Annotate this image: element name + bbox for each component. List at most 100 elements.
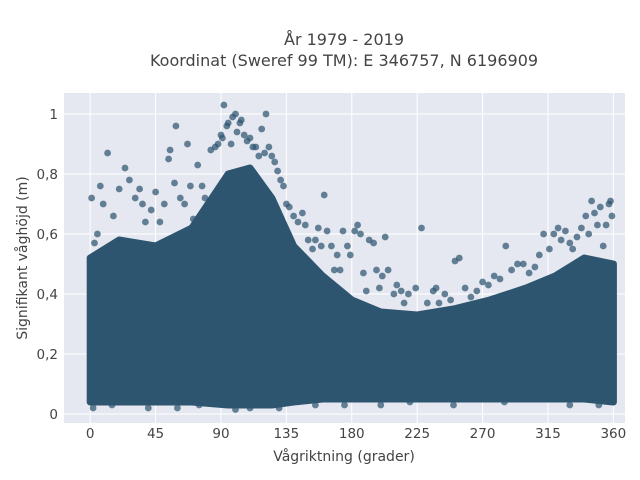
data-point (432, 284, 440, 292)
x-axis-ticks: 0 45 90 135 180 225 270 315 360 (86, 426, 626, 442)
data-point (397, 287, 405, 295)
data-point (165, 155, 173, 163)
data-point (115, 185, 123, 193)
data-point (341, 401, 348, 409)
data-point (108, 401, 116, 409)
data-point (255, 152, 263, 160)
data-point (591, 209, 598, 217)
data-point (258, 125, 266, 133)
data-point (328, 242, 335, 250)
chart-title-line2: Koordinat (Sweref 99 TM): E 346757, N 61… (150, 51, 538, 70)
data-point (514, 260, 521, 268)
data-point (473, 287, 481, 295)
y-axis-label: Signifikant våghöjd (m) (14, 176, 31, 339)
data-point (246, 404, 254, 412)
data-point (285, 203, 293, 211)
data-point (357, 230, 364, 238)
data-point (268, 152, 276, 160)
data-point (299, 209, 306, 217)
data-point (596, 203, 604, 211)
data-point (261, 149, 268, 157)
x-tick-label: 360 (600, 426, 626, 442)
x-tick-label: 135 (273, 426, 299, 442)
data-point (508, 266, 515, 274)
data-point (566, 239, 574, 247)
data-point (566, 401, 574, 409)
data-point (435, 299, 443, 307)
data-point (333, 251, 341, 259)
data-point (277, 176, 284, 184)
data-point (479, 278, 486, 286)
data-point (573, 233, 581, 241)
data-point (312, 401, 319, 409)
x-tick-label: 45 (147, 426, 164, 442)
data-point (501, 398, 508, 406)
data-point (194, 161, 202, 169)
data-point (176, 194, 184, 202)
data-point (323, 227, 331, 235)
chart-title-line1: År 1979 - 2019 (284, 30, 404, 49)
data-point (304, 236, 312, 244)
data-point (447, 296, 454, 304)
data-point (378, 272, 386, 280)
data-point (362, 287, 370, 295)
data-point (423, 299, 431, 307)
data-point (301, 221, 309, 229)
data-point (136, 185, 144, 193)
data-point (562, 227, 569, 235)
data-point (252, 143, 260, 151)
data-point (274, 167, 281, 175)
data-point (166, 146, 174, 154)
data-point (370, 239, 377, 247)
data-point (360, 269, 367, 277)
x-tick-label: 270 (470, 426, 496, 442)
data-point (227, 140, 235, 148)
data-point (237, 116, 245, 124)
data-point (96, 182, 104, 190)
data-point (405, 290, 412, 298)
data-point (496, 275, 504, 283)
data-point (246, 134, 254, 142)
data-point (91, 239, 98, 247)
data-point (156, 218, 164, 226)
data-point (467, 293, 475, 301)
data-point (339, 227, 347, 235)
data-point (294, 218, 302, 226)
data-point (88, 194, 95, 202)
data-point (599, 242, 607, 250)
data-point (390, 290, 398, 298)
data-point (232, 110, 239, 118)
data-point (89, 404, 97, 412)
data-point (320, 191, 328, 199)
data-point (198, 182, 206, 190)
data-point (535, 251, 543, 259)
data-point (393, 281, 401, 289)
data-point (174, 404, 181, 412)
data-point (490, 272, 498, 280)
data-point (144, 404, 152, 412)
data-point (160, 200, 168, 208)
y-tick-label: 0,4 (37, 287, 58, 303)
y-tick-label: 0 (49, 407, 58, 423)
data-point (519, 260, 527, 268)
data-point (220, 101, 228, 109)
data-point (400, 299, 408, 307)
data-point (317, 242, 325, 250)
data-point (546, 245, 553, 253)
data-point (502, 242, 510, 250)
data-point (309, 245, 316, 253)
data-point (152, 188, 160, 196)
x-tick-label: 180 (339, 426, 365, 442)
data-point (557, 236, 565, 244)
x-tick-label: 315 (535, 426, 561, 442)
y-axis-ticks: 0 0,2 0,4 0,6 0,8 1 (37, 107, 58, 423)
data-point (540, 230, 547, 238)
data-point (265, 143, 273, 151)
data-point (344, 242, 351, 250)
data-point (578, 224, 585, 232)
data-point (485, 281, 492, 289)
data-point (314, 224, 322, 232)
x-axis-label: Vågriktning (grader) (273, 448, 415, 465)
data-point (240, 131, 248, 139)
